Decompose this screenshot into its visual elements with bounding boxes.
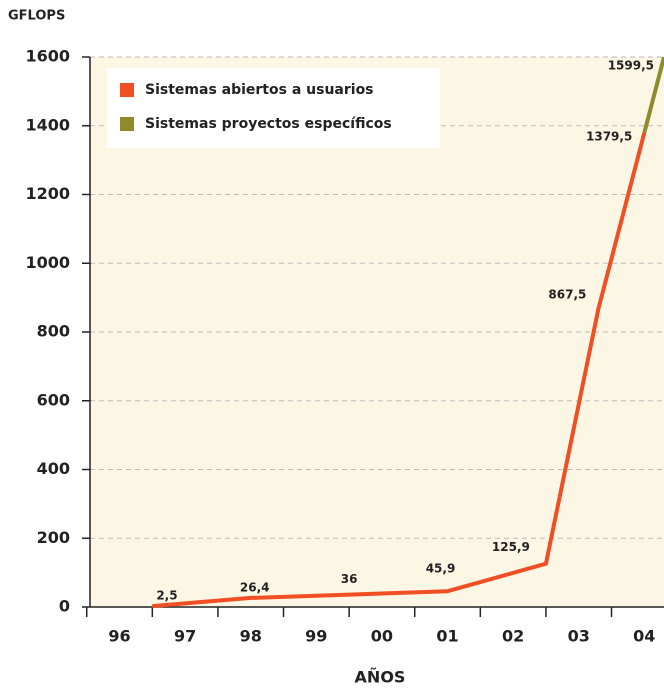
x-tick-label: 97	[174, 627, 196, 646]
data-label: 36	[341, 572, 358, 586]
legend-box	[107, 68, 440, 148]
y-tick-label: 1400	[25, 115, 70, 134]
data-label: 125,9	[492, 540, 530, 554]
y-tick-label: 1000	[25, 253, 70, 272]
y-tick-label: 1600	[25, 47, 70, 66]
x-tick-label: 01	[436, 627, 458, 646]
data-label: 1379,5	[586, 129, 632, 143]
data-label: 867,5	[548, 287, 586, 301]
y-tick-label: 600	[37, 390, 70, 409]
x-axis-label: AÑOS	[355, 668, 406, 687]
legend-swatch	[120, 83, 134, 97]
data-label: 26,4	[240, 580, 270, 594]
data-label: 2,5	[156, 589, 177, 603]
x-tick-label: 02	[502, 627, 524, 646]
y-tick-label: 0	[59, 597, 70, 616]
series-line	[642, 56, 664, 134]
x-tick-label: 99	[305, 627, 327, 646]
x-tick-label: 98	[240, 627, 262, 646]
y-tick-label: 400	[37, 459, 70, 478]
series-line	[152, 132, 647, 609]
x-tick-label: 03	[568, 627, 590, 646]
y-tick-label: 1200	[25, 184, 70, 203]
y-tick-label: 200	[37, 528, 70, 547]
x-tick-label: 96	[108, 627, 130, 646]
x-tick-label: 04	[633, 627, 655, 646]
y-axis-label: GFLOPS	[8, 9, 65, 24]
data-label: 45,9	[426, 562, 456, 576]
data-label: 1599,5	[608, 59, 654, 73]
y-tick-label: 800	[37, 322, 70, 341]
legend-label: Sistemas proyectos específicos	[145, 116, 392, 132]
legend-label: Sistemas abiertos a usuarios	[145, 82, 374, 98]
legend-swatch	[120, 117, 134, 131]
x-tick-label: 00	[371, 627, 393, 646]
